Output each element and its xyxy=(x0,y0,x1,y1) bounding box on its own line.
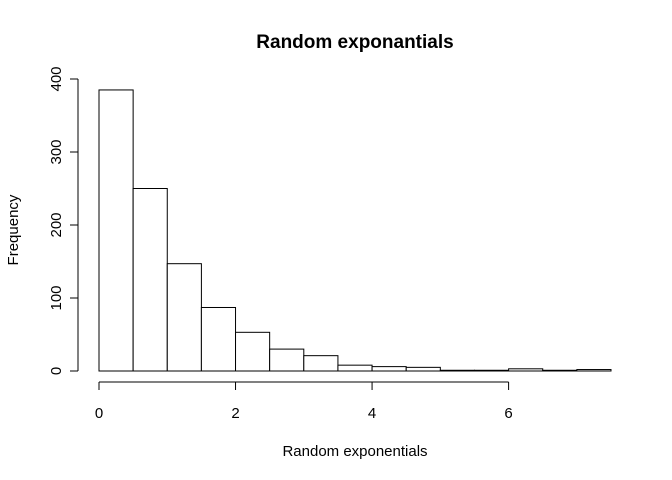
x-tick-label: 0 xyxy=(95,405,103,422)
histogram-bar xyxy=(303,355,339,372)
x-axis-label: Random exponentials xyxy=(282,443,427,460)
histogram-bar xyxy=(337,364,373,372)
histogram-bar xyxy=(542,369,578,372)
y-axis-label: Frequency xyxy=(5,194,22,265)
histogram-bar xyxy=(269,348,305,372)
x-axis: 0 2 4 6 xyxy=(95,381,513,422)
histogram-bar xyxy=(371,366,407,372)
histogram-bar xyxy=(132,188,168,372)
y-tick-label: 100 xyxy=(48,285,65,310)
histogram-bar xyxy=(473,369,510,372)
histogram-bar xyxy=(98,89,134,372)
x-tick-label: 6 xyxy=(504,405,512,422)
histogram-bar xyxy=(439,369,475,372)
histogram-bar xyxy=(200,306,237,372)
y-tick-label: 400 xyxy=(48,66,65,91)
y-tick-label: 0 xyxy=(48,367,65,375)
histogram-bar xyxy=(405,366,441,372)
histogram-bar xyxy=(508,368,544,372)
y-tick-label: 200 xyxy=(48,212,65,237)
histogram-bar xyxy=(166,263,202,372)
y-axis: 0 100 200 300 400 xyxy=(48,66,79,375)
chart-title: Random exponantials xyxy=(256,32,453,53)
histogram-bar xyxy=(576,369,612,372)
histogram-bars xyxy=(98,89,612,372)
histogram-bar xyxy=(235,331,271,372)
y-tick-label: 300 xyxy=(48,139,65,164)
x-tick-label: 2 xyxy=(231,405,239,422)
x-tick-label: 4 xyxy=(368,405,376,422)
